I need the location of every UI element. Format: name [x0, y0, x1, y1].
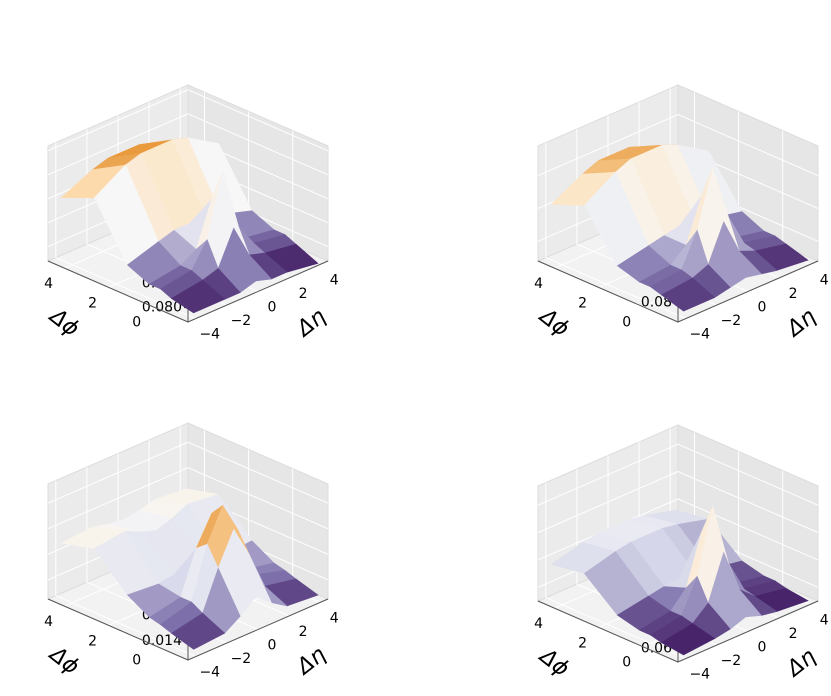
x-axis-label: Δη — [781, 304, 821, 343]
x-axis-label: Δη — [781, 644, 821, 683]
y-axis-label: Δϕ — [533, 303, 573, 342]
surface-cell — [660, 277, 716, 312]
grid-line — [55, 480, 196, 658]
grid-line — [47, 467, 329, 530]
surface-cell — [170, 612, 226, 650]
x-tick-label: −2 — [231, 651, 252, 667]
x-tick-label: −4 — [199, 327, 220, 343]
y-tick-label: 0 — [132, 315, 141, 331]
y-tick-label: 0 — [622, 655, 631, 671]
y-tick-label: 2 — [578, 635, 587, 651]
x-tick-label: 2 — [789, 626, 798, 642]
y-tick-label: 4 — [44, 276, 53, 292]
x-tick-label: 0 — [268, 638, 277, 654]
y-tick-label: 2 — [88, 295, 97, 311]
x-tick-label: 0 — [758, 300, 767, 316]
grid-line — [537, 470, 819, 533]
x-tick-label: −2 — [721, 653, 742, 669]
x-axis-label: Δη — [291, 304, 331, 343]
grid-line — [537, 443, 819, 506]
z-tick-label: 0.08 — [641, 294, 672, 310]
y-tick-label: 0 — [622, 315, 631, 331]
grid-line — [545, 142, 686, 320]
x-tick-label: 0 — [268, 300, 277, 316]
y-axis-label: Δϕ — [533, 643, 573, 682]
z-tick-label: 0.080 — [142, 300, 182, 316]
grid-line — [47, 89, 329, 152]
y-tick-label: 0 — [132, 653, 141, 669]
x-tick-label: −2 — [721, 313, 742, 329]
y-tick-label: 4 — [534, 616, 543, 632]
x-tick-label: 2 — [299, 624, 308, 640]
axis-line — [537, 260, 679, 323]
y-axis-label: Δϕ — [43, 303, 83, 342]
x-axis-label: Δη — [291, 642, 331, 681]
y-axis-label: Δϕ — [43, 641, 83, 680]
y-tick-label: 4 — [44, 614, 53, 630]
surface-cell — [660, 623, 716, 656]
x-tick-label: −4 — [689, 667, 710, 683]
x-tick-label: 2 — [789, 286, 798, 302]
surface-cell — [170, 279, 226, 314]
x-tick-label: −2 — [231, 313, 252, 329]
axis-line — [47, 260, 189, 323]
axis-line — [537, 600, 679, 663]
x-tick-label: −4 — [689, 327, 710, 343]
x-tick-label: 4 — [820, 612, 829, 628]
grid-line — [545, 482, 686, 660]
x-tick-label: 0 — [758, 640, 767, 656]
x-tick-label: 4 — [820, 272, 829, 288]
x-tick-label: 4 — [330, 610, 339, 626]
y-tick-label: 2 — [88, 633, 97, 649]
y-tick-label: 4 — [534, 276, 543, 292]
grid-line — [47, 113, 329, 176]
grid-line — [537, 498, 819, 561]
grid-line — [55, 142, 196, 320]
x-tick-label: −4 — [199, 665, 220, 681]
grid-line — [537, 114, 819, 177]
x-tick-label: 4 — [330, 272, 339, 288]
grid-line — [47, 441, 329, 504]
x-tick-label: 2 — [299, 286, 308, 302]
axis-line — [47, 598, 189, 661]
y-tick-label: 2 — [578, 295, 587, 311]
